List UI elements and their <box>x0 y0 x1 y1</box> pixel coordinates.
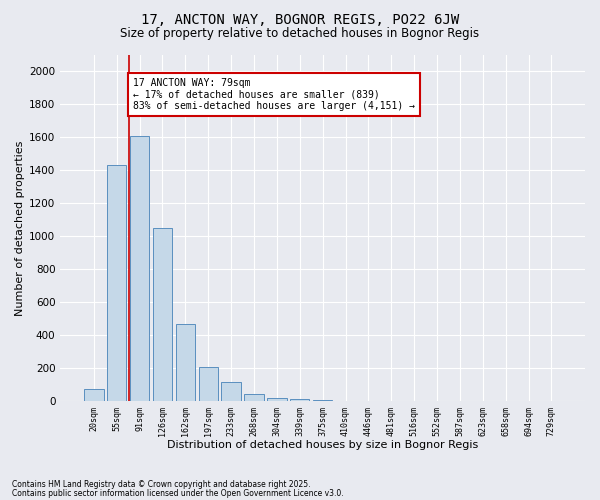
Text: 17, ANCTON WAY, BOGNOR REGIS, PO22 6JW: 17, ANCTON WAY, BOGNOR REGIS, PO22 6JW <box>141 12 459 26</box>
Bar <box>267 398 287 401</box>
Bar <box>313 400 332 401</box>
Text: Contains HM Land Registry data © Crown copyright and database right 2025.: Contains HM Land Registry data © Crown c… <box>12 480 311 489</box>
Y-axis label: Number of detached properties: Number of detached properties <box>15 140 25 316</box>
Bar <box>290 400 310 401</box>
Text: 17 ANCTON WAY: 79sqm
← 17% of detached houses are smaller (839)
83% of semi-deta: 17 ANCTON WAY: 79sqm ← 17% of detached h… <box>133 78 415 112</box>
X-axis label: Distribution of detached houses by size in Bognor Regis: Distribution of detached houses by size … <box>167 440 478 450</box>
Bar <box>221 382 241 401</box>
Bar <box>244 394 264 401</box>
Bar <box>130 136 149 401</box>
Bar <box>84 388 104 401</box>
Text: Size of property relative to detached houses in Bognor Regis: Size of property relative to detached ho… <box>121 28 479 40</box>
Bar <box>176 324 195 401</box>
Bar <box>107 166 127 401</box>
Bar <box>199 367 218 401</box>
Bar <box>153 228 172 401</box>
Text: Contains public sector information licensed under the Open Government Licence v3: Contains public sector information licen… <box>12 488 344 498</box>
